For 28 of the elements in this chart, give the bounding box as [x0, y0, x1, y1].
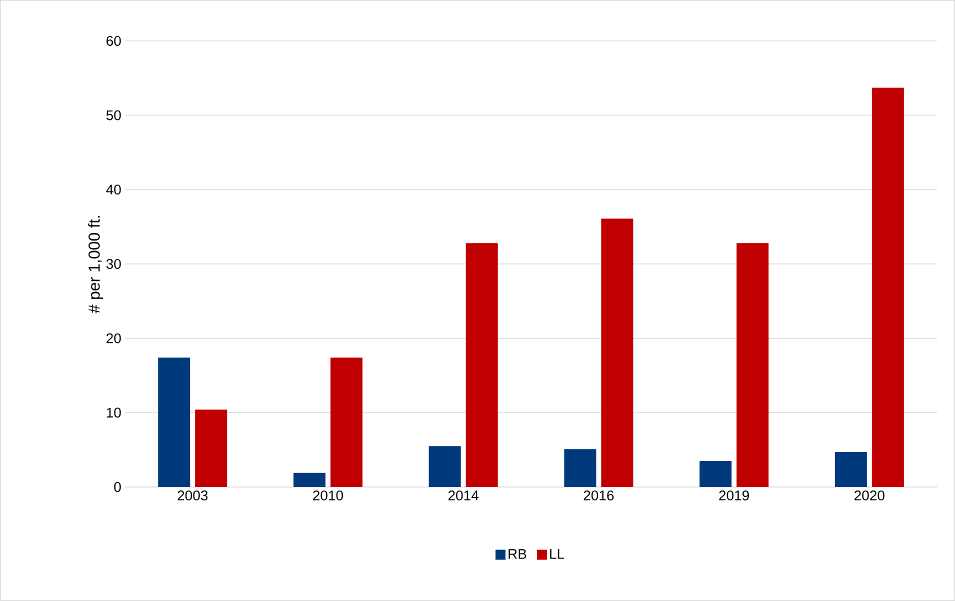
y-tick-label: 0	[114, 482, 121, 492]
bar	[834, 452, 867, 488]
bar	[466, 243, 498, 488]
y-tick-label: 20	[106, 333, 121, 344]
bar	[564, 449, 596, 488]
x-tick-label: 2016	[584, 490, 614, 500]
bar	[700, 461, 732, 488]
legend-label: RB	[508, 549, 526, 559]
x-tick-label: 2003	[178, 490, 208, 500]
x-tick-label: 2019	[719, 490, 749, 500]
y-tick-label: 10	[106, 408, 121, 418]
bar	[293, 472, 326, 488]
bar	[158, 358, 190, 488]
bar	[195, 410, 228, 488]
x-tick-label: 2014	[448, 490, 478, 500]
bar	[601, 218, 634, 488]
y-tick-label: 30	[106, 259, 121, 269]
legend-label: LL	[550, 549, 564, 559]
y-tick-label: 50	[106, 110, 121, 120]
y-tick-label: 60	[106, 36, 121, 46]
x-tick-label: 2020	[854, 490, 884, 500]
bar	[872, 88, 904, 488]
bar	[330, 358, 362, 488]
bar	[428, 446, 461, 488]
y-tick-label: 40	[106, 184, 121, 195]
bar	[736, 243, 769, 488]
x-tick-label: 2010	[313, 490, 343, 500]
y-axis-title: # per 1,000 ft.	[88, 216, 103, 314]
